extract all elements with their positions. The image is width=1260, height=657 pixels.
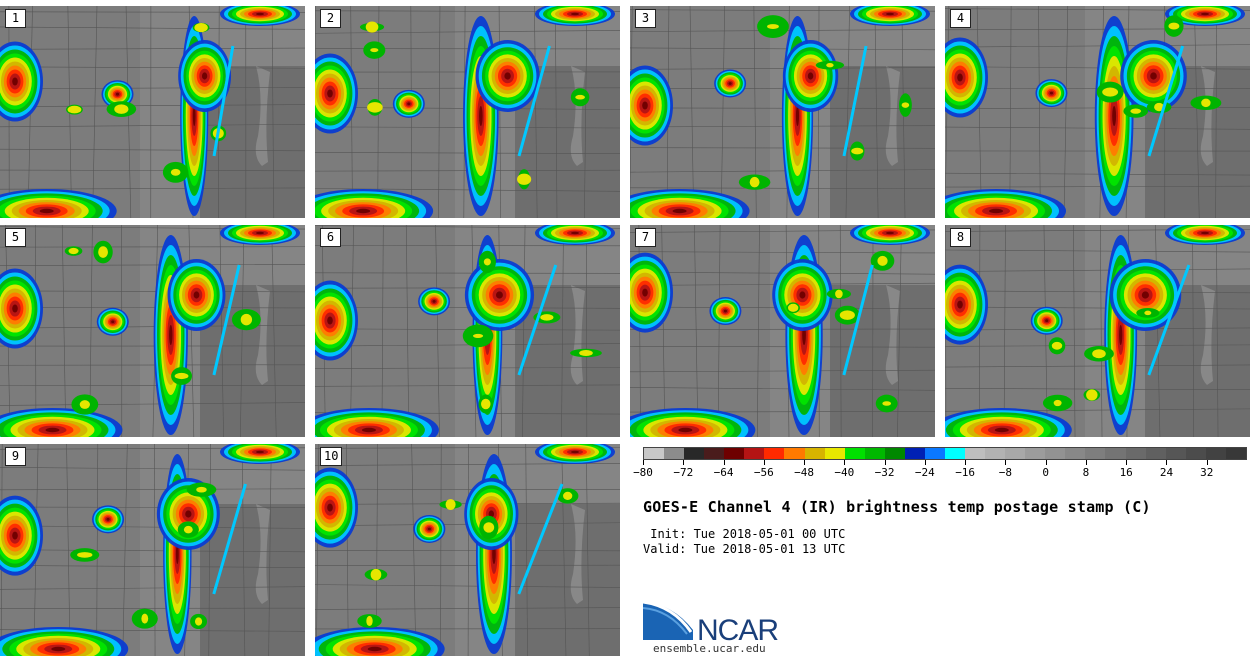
colorbar-tick-label: 0	[1042, 466, 1049, 479]
colorbar-swatch	[844, 448, 865, 459]
map-panel[interactable]: 6	[315, 225, 620, 437]
colorbar-tick-label: −32	[874, 466, 895, 479]
colorbar-tick-label: −16	[955, 466, 976, 479]
colorbar-swatch	[704, 448, 725, 459]
panel-label: 7	[635, 228, 656, 247]
colorbar-tick-label: −24	[914, 466, 935, 479]
satellite-map	[630, 6, 935, 218]
map-panel[interactable]: 10	[315, 444, 620, 656]
init-time: Init: Tue 2018-05-01 00 UTC	[643, 527, 846, 541]
panel-label: 4	[950, 9, 971, 28]
map-panel[interactable]: 8	[945, 225, 1250, 437]
colorbar-tick-label: −56	[753, 466, 774, 479]
colorbar-swatch	[1225, 448, 1246, 459]
colorbar-swatch	[1065, 448, 1086, 459]
colorbar-swatch	[965, 448, 986, 459]
colorbar-swatch	[1185, 448, 1206, 459]
logo-text: NCAR	[697, 614, 778, 644]
panel-label: 1	[5, 9, 26, 28]
colorbar-swatch	[1045, 448, 1066, 459]
colorbar-swatch	[744, 448, 765, 459]
map-panel[interactable]: 2	[315, 6, 620, 218]
colorbar-swatch	[1025, 448, 1046, 459]
colorbar-tick-label: −72	[673, 466, 694, 479]
panel-label: 8	[950, 228, 971, 247]
map-panel[interactable]: 9	[0, 444, 305, 656]
satellite-map	[945, 225, 1250, 437]
colorbar-tickmarks	[643, 460, 1247, 465]
panel-label: 2	[320, 9, 341, 28]
map-panel[interactable]: 4	[945, 6, 1250, 218]
satellite-map	[630, 225, 935, 437]
colorbar-tick-label: −8	[998, 466, 1013, 479]
figure-title: GOES-E Channel 4 (IR) brightness temp po…	[643, 498, 1151, 516]
panel-label: 6	[320, 228, 341, 247]
panel-label: 9	[5, 447, 26, 466]
colorbar-swatch	[985, 448, 1006, 459]
colorbar-swatch	[764, 448, 785, 459]
colorbar-swatch	[684, 448, 705, 459]
satellite-map	[315, 444, 620, 656]
colorbar-swatch	[724, 448, 745, 459]
colorbar-swatch	[1105, 448, 1126, 459]
valid-time: Valid: Tue 2018-05-01 13 UTC	[643, 542, 846, 556]
panel-label: 3	[635, 9, 656, 28]
colorbar-swatch	[1125, 448, 1146, 459]
colorbar-swatch	[1145, 448, 1166, 459]
colorbar-swatch	[644, 448, 665, 459]
colorbar-swatch	[1005, 448, 1026, 459]
colorbar-swatch	[884, 448, 905, 459]
colorbar-tick-label: 8	[1082, 466, 1090, 479]
colorbar-swatch	[944, 448, 965, 459]
ncar-logo: NCAR	[643, 600, 779, 644]
satellite-map	[0, 6, 305, 218]
colorbar-swatch	[1205, 448, 1226, 459]
colorbar-swatch	[804, 448, 825, 459]
map-panel[interactable]: 1	[0, 6, 305, 218]
satellite-map	[315, 225, 620, 437]
colorbar-ticks: −80 −72 −64 −56 −48 −40 −32 −24 −16 −8 0 8 16 24 32	[633, 466, 1247, 480]
colorbar-swatch	[1085, 448, 1106, 459]
panel-label: 10	[320, 447, 343, 466]
colorbar-tick-label: 24	[1159, 466, 1174, 479]
colorbar-swatch	[824, 448, 845, 459]
satellite-map	[945, 6, 1250, 218]
colorbar-tick-label: 16	[1119, 466, 1133, 479]
colorbar-tick-label: −80	[633, 466, 653, 479]
colorbar-tick-label: −40	[834, 466, 855, 479]
map-panel[interactable]: 5	[0, 225, 305, 437]
colorbar-tick-label: −48	[794, 466, 814, 479]
satellite-map	[0, 225, 305, 437]
colorbar	[643, 447, 1247, 460]
satellite-map	[315, 6, 620, 218]
satellite-map	[0, 444, 305, 656]
site-url[interactable]: ensemble.ucar.edu	[653, 642, 766, 655]
map-panel[interactable]: 3	[630, 6, 935, 218]
colorbar-swatch	[1165, 448, 1186, 459]
colorbar-swatch	[664, 448, 685, 459]
colorbar-swatch	[784, 448, 805, 459]
colorbar-swatch	[904, 448, 925, 459]
map-panel[interactable]: 7	[630, 225, 935, 437]
logo-swoosh-icon	[643, 602, 693, 640]
colorbar-tick-label: −64	[713, 466, 734, 479]
colorbar-swatch	[864, 448, 885, 459]
panel-label: 5	[5, 228, 26, 247]
colorbar-swatch	[924, 448, 945, 459]
colorbar-tick-label: 32	[1200, 466, 1214, 479]
